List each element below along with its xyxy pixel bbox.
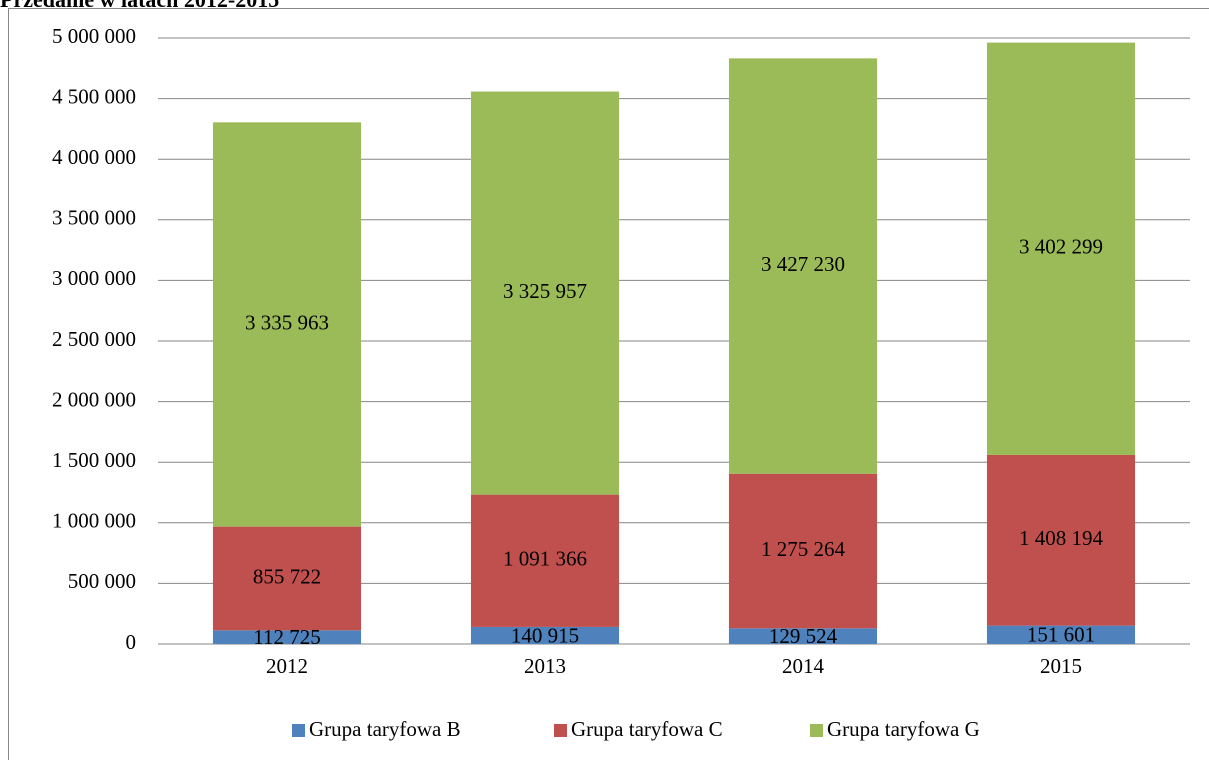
- chart-frame: [8, 8, 1209, 760]
- y-tick-label: 1 000 000: [52, 509, 136, 533]
- x-tick-label: 2013: [524, 654, 566, 678]
- y-tick-label: 500 000: [68, 569, 136, 593]
- y-tick-label: 3 500 000: [52, 206, 136, 230]
- bar-segment: [212, 122, 362, 527]
- data-label: 3 325 957: [503, 279, 587, 303]
- data-label: 140 915: [511, 623, 579, 647]
- legend-label: Grupa taryfowa B: [309, 717, 461, 741]
- y-tick-label: 3 000 000: [52, 266, 136, 290]
- legend-swatch: [810, 724, 823, 737]
- y-tick-label: 2 000 000: [52, 387, 136, 411]
- x-tick-label: 2015: [1040, 654, 1082, 678]
- bar-segment: [212, 526, 362, 631]
- y-tick-label: 0: [126, 630, 137, 654]
- bar-segment: [986, 42, 1136, 455]
- data-label: 3 427 230: [761, 252, 845, 276]
- data-label: 3 335 963: [245, 310, 329, 334]
- bar-segment: [212, 630, 362, 644]
- bar-segment: [470, 91, 620, 495]
- y-tick-label: 2 500 000: [52, 327, 136, 351]
- data-label: 1 408 194: [1019, 526, 1104, 550]
- chart-title: Przedanie w latach 2012-2015: [0, 0, 279, 12]
- data-label: 855 722: [253, 564, 321, 588]
- data-label: 129 524: [769, 624, 838, 648]
- bar-segment: [728, 58, 878, 474]
- data-label: 151 601: [1027, 623, 1095, 647]
- bar-segment: [728, 473, 878, 629]
- legend-swatch: [292, 724, 305, 737]
- bar-segment: [470, 494, 620, 627]
- x-tick-label: 2014: [782, 654, 825, 678]
- bar-segment: [986, 625, 1136, 644]
- y-tick-label: 1 500 000: [52, 448, 136, 472]
- bar-segment: [728, 628, 878, 644]
- y-tick-label: 4 000 000: [52, 145, 136, 169]
- data-label: 1 091 366: [503, 547, 587, 571]
- y-tick-label: 5 000 000: [52, 24, 136, 48]
- legend-label: Grupa taryfowa C: [571, 717, 723, 741]
- data-label: 3 402 299: [1019, 235, 1103, 259]
- y-tick-label: 4 500 000: [52, 84, 136, 108]
- bar-segment: [470, 626, 620, 644]
- x-tick-label: 2012: [266, 654, 308, 678]
- legend-label: Grupa taryfowa G: [827, 717, 980, 741]
- title-backdrop: [0, 0, 560, 8]
- bar-segment: [986, 454, 1136, 626]
- legend-swatch: [554, 724, 567, 737]
- data-label: 1 275 264: [761, 537, 846, 561]
- data-label: 112 725: [253, 625, 320, 649]
